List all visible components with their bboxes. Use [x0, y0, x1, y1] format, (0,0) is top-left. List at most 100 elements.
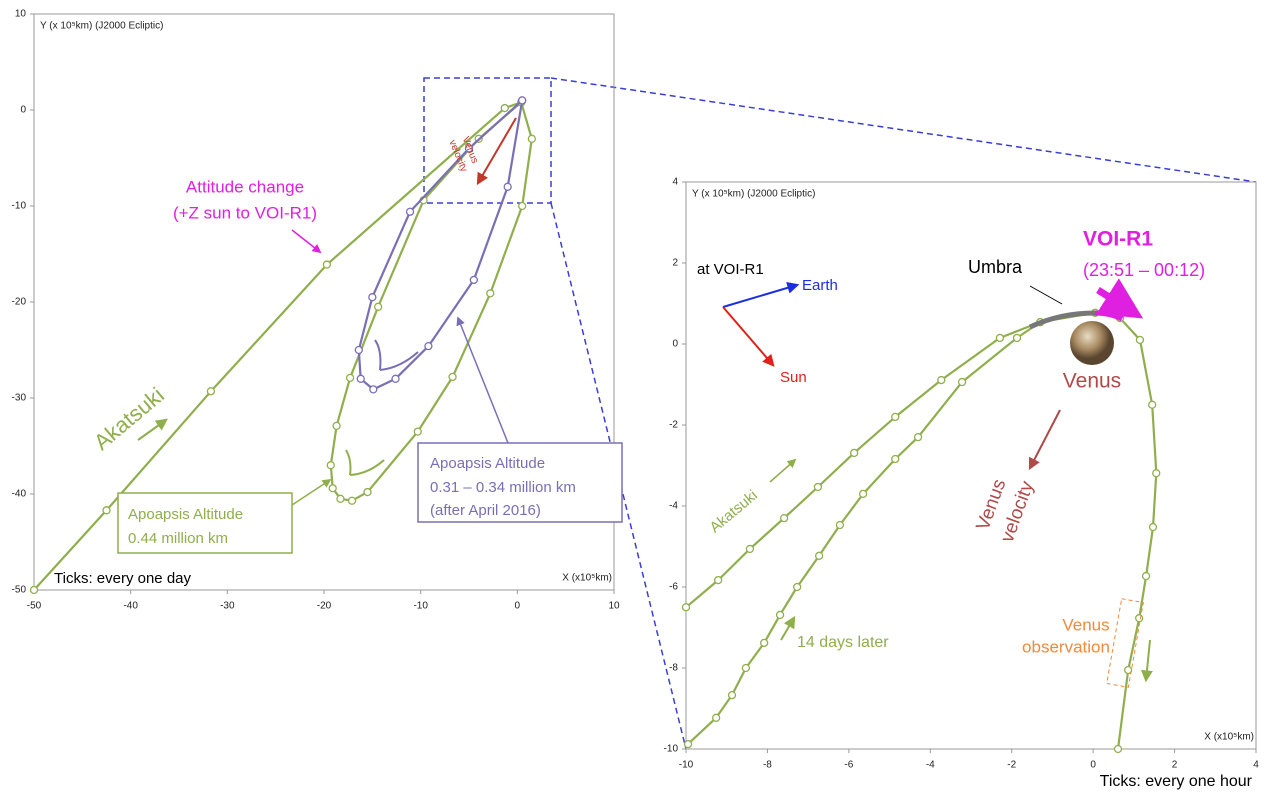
annotation: at VOI-R1	[697, 261, 764, 278]
x-tick-label: -8	[763, 760, 772, 771]
x-tick-label: 0	[1090, 760, 1096, 771]
y-axis-label: Y (x 10⁵km) (J2000 Ecliptic)	[692, 189, 815, 200]
tick-marker	[487, 290, 494, 297]
tick-marker	[781, 515, 788, 522]
y-tick-label: -50	[12, 585, 27, 596]
tick-marker	[1153, 470, 1160, 477]
x-tick-label: 2	[1172, 760, 1178, 771]
y-tick-label: -10	[664, 744, 679, 755]
tick-marker	[207, 388, 214, 395]
y-tick-label: -2	[669, 420, 678, 431]
tick-marker	[504, 183, 511, 190]
x-tick-label: -10	[679, 760, 694, 771]
tick-marker	[425, 343, 432, 350]
zoom-line	[551, 78, 1256, 182]
x-tick-label: -30	[220, 601, 235, 612]
tick-marker	[794, 584, 801, 591]
arrow	[292, 480, 330, 505]
annotation: Akatsuki	[89, 382, 169, 455]
annotation: VOI-R1	[1083, 228, 1153, 251]
annotation: Attitude change	[186, 177, 304, 196]
annotation: (+Z sun to VOI-R1)	[173, 203, 317, 222]
venus	[1070, 321, 1114, 365]
tick-marker	[1136, 336, 1143, 343]
x-tick-label: -20	[317, 601, 332, 612]
tick-marker	[746, 545, 753, 552]
tick-marker	[355, 347, 362, 354]
y-tick-label: 0	[20, 105, 26, 116]
y-tick-label: -30	[12, 393, 27, 404]
tick-marker	[103, 507, 110, 514]
y-tick-label: -4	[669, 501, 678, 512]
annotation: (23:51 – 00:12)	[1083, 260, 1205, 280]
tick-marker	[938, 377, 945, 384]
y-tick-label: 4	[672, 177, 678, 188]
tick-marker	[470, 276, 477, 283]
annotation: Ticks: every one day	[54, 570, 191, 587]
y-tick-label: -10	[12, 201, 27, 212]
x-tick-label: -4	[926, 760, 935, 771]
x-tick-label: 0	[515, 601, 521, 612]
tick-marker	[375, 303, 382, 310]
x-axis-label: X (x10⁵km)	[562, 573, 612, 584]
tick-marker	[347, 374, 354, 381]
tick-marker	[1143, 573, 1150, 580]
tick-marker	[816, 552, 823, 559]
x-tick-label: -6	[844, 760, 853, 771]
arrow	[292, 230, 320, 252]
y-tick-label: -20	[12, 297, 27, 308]
tick-marker	[370, 386, 377, 393]
tick-marker	[414, 428, 421, 435]
motion-arrow	[346, 450, 384, 475]
annotation: Apoapsis Altitude	[128, 506, 243, 523]
tick-marker	[349, 497, 356, 504]
annotation: Venus	[1063, 370, 1121, 393]
motion-arrow	[375, 340, 418, 370]
x-tick-label: -10	[413, 601, 428, 612]
tick-marker	[1136, 615, 1143, 622]
annotation: Umbra	[968, 257, 1023, 277]
tick-marker	[449, 373, 456, 380]
y-axis-label: Y (x 10⁵km) (J2000 Ecliptic)	[40, 21, 163, 32]
tick-marker	[327, 462, 334, 469]
y-tick-label: 0	[672, 339, 678, 350]
y-tick-label: -8	[669, 663, 678, 674]
annotation: Apoapsis Altitude	[430, 455, 545, 472]
x-tick-label: 4	[1253, 760, 1259, 771]
y-tick-label: -6	[669, 582, 678, 593]
tick-marker	[323, 261, 330, 268]
annotation: 0.31 – 0.34 million km	[430, 479, 576, 496]
annotation: (after April 2016)	[430, 502, 541, 519]
annotation: Ticks: every one hour	[1100, 773, 1253, 790]
x-tick-label: -50	[27, 601, 42, 612]
x-tick-label: -2	[1007, 760, 1016, 771]
left-annotations: Attitude change (+Z sun to VOI-R1) Venus…	[54, 118, 622, 587]
tick-marker	[814, 483, 821, 490]
tick-marker	[715, 577, 722, 584]
trajectory-line	[359, 100, 522, 389]
tick-marker	[528, 135, 535, 142]
tick-marker	[1149, 401, 1156, 408]
tick-marker	[761, 639, 768, 646]
tick-marker	[31, 587, 38, 594]
tick-marker	[1114, 746, 1121, 753]
tick-marker	[369, 294, 376, 301]
tick-marker	[519, 97, 526, 104]
tick-marker	[357, 375, 364, 382]
tick-marker	[836, 522, 843, 529]
y-tick-label: -40	[12, 489, 27, 500]
tick-marker	[860, 490, 867, 497]
annotation: Venus	[1062, 615, 1109, 634]
figure: 100-10-20-30-40-50-50-40-30-20-10010Y (x…	[0, 0, 1270, 798]
tick-marker	[329, 485, 336, 492]
tick-marker	[729, 692, 736, 699]
tick-marker	[1014, 334, 1021, 341]
tick-marker	[1149, 524, 1156, 531]
x-axis-label: X (x10⁵km)	[1204, 732, 1254, 743]
tick-marker	[685, 741, 692, 748]
tick-marker	[519, 203, 526, 210]
tick-marker	[915, 434, 922, 441]
annotation: 0.44 million km	[128, 530, 228, 547]
x-tick-label: -40	[123, 601, 138, 612]
tick-marker	[777, 611, 784, 618]
